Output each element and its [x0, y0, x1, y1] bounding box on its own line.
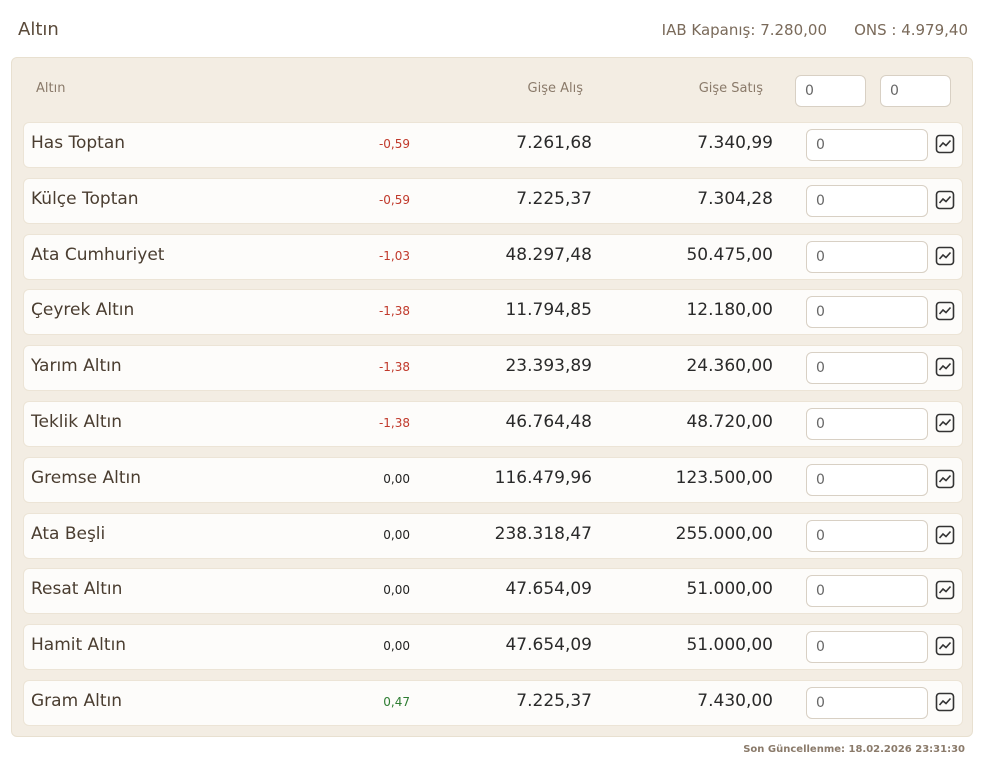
amount-input[interactable]: 0	[806, 184, 928, 217]
sell-price: 255.000,00	[675, 523, 773, 544]
sell-price: 7.340,99	[697, 133, 773, 153]
sell-price: 7.430,00	[697, 691, 773, 711]
chart-icon[interactable]	[935, 525, 955, 545]
change: -0,59	[378, 137, 410, 151]
col-header: Gişe Satış	[698, 81, 763, 96]
row-name: Resat Altın	[31, 579, 123, 600]
sell-price: 7.304,28	[697, 188, 773, 209]
sell-price: 50.475,00	[686, 244, 773, 265]
chart-icon[interactable]	[935, 301, 955, 321]
buy-price: 23.393,89	[505, 356, 592, 377]
change: -1,38	[378, 304, 410, 319]
amount-input[interactable]: 0	[806, 352, 928, 385]
change: 0,00	[383, 527, 410, 542]
amount-input[interactable]: 0	[806, 575, 928, 608]
header-input[interactable]: 0	[880, 75, 951, 107]
amount-input[interactable]: 0	[806, 296, 928, 329]
chart-icon[interactable]	[935, 246, 955, 266]
col-header: Gişe Alış	[527, 81, 583, 96]
change: 0,00	[383, 639, 410, 654]
row-name: Çeyrek Altın	[31, 300, 135, 321]
buy-price: 47.654,09	[505, 635, 592, 656]
amount-input[interactable]: 0	[806, 519, 928, 552]
change: -0,59	[378, 192, 410, 207]
iab-close: IAB Kapanış: 7.280,00	[661, 21, 827, 39]
sell-price: 123.500,00	[675, 467, 773, 488]
change: -1,38	[378, 416, 410, 430]
row-name: Gram Altın	[31, 691, 123, 711]
amount-input[interactable]: 0	[806, 463, 928, 496]
amount-input[interactable]: 0	[806, 129, 928, 161]
chart-icon[interactable]	[935, 413, 955, 433]
buy-price: 7.261,68	[516, 133, 592, 153]
last-updated: Son Güncellenme: 18.02.2026 23:31:30	[743, 744, 965, 755]
row-name: Külçe Toptan	[31, 188, 139, 209]
panel	[11, 57, 973, 737]
row-name: Hamit Altın	[31, 635, 127, 656]
sell-price: 51.000,00	[686, 579, 773, 600]
buy-price: 238.318,47	[494, 523, 592, 544]
amount-input[interactable]: 0	[806, 408, 928, 440]
change: 0,00	[383, 583, 410, 598]
change: 0,47	[383, 695, 410, 709]
row-name: Teklik Altın	[31, 412, 123, 432]
sell-price: 48.720,00	[686, 412, 773, 432]
chart-icon[interactable]	[935, 357, 955, 377]
ons-price: ONS : 4.979,40	[854, 21, 968, 39]
sell-price: 24.360,00	[686, 356, 773, 377]
sell-price: 12.180,00	[686, 300, 773, 321]
row-name: Yarım Altın	[31, 356, 122, 377]
amount-input[interactable]: 0	[806, 631, 928, 664]
chart-icon[interactable]	[935, 580, 955, 600]
buy-price: 46.764,48	[505, 412, 592, 432]
chart-icon[interactable]	[935, 469, 955, 489]
header-input[interactable]: 0	[795, 75, 866, 107]
chart-icon[interactable]	[935, 692, 955, 712]
row-name: Ata Cumhuriyet	[31, 244, 165, 265]
chart-icon[interactable]	[935, 636, 955, 656]
buy-price: 11.794,85	[505, 300, 592, 321]
amount-input[interactable]: 0	[806, 240, 928, 273]
buy-price: 47.654,09	[505, 579, 592, 600]
chart-icon[interactable]	[935, 134, 955, 154]
row-name: Gremse Altın	[31, 467, 142, 488]
row-name: Has Toptan	[31, 133, 126, 153]
change: -1,03	[378, 248, 410, 263]
buy-price: 116.479,96	[494, 467, 592, 488]
row-name: Ata Beşli	[31, 523, 106, 544]
buy-price: 7.225,37	[516, 691, 592, 711]
title: Altın	[18, 19, 59, 40]
change: 0,00	[383, 471, 410, 486]
sell-price: 51.000,00	[686, 635, 773, 656]
buy-price: 7.225,37	[516, 188, 592, 209]
col-header: Altın	[36, 81, 66, 96]
amount-input[interactable]: 0	[806, 687, 928, 719]
buy-price: 48.297,48	[505, 244, 592, 265]
chart-icon[interactable]	[935, 190, 955, 210]
change: -1,38	[378, 360, 410, 375]
